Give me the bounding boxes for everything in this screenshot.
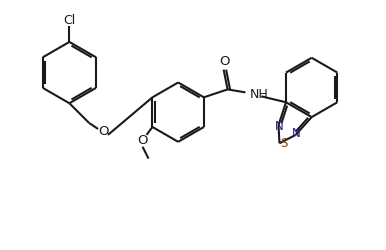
- Text: Cl: Cl: [63, 14, 76, 27]
- Text: O: O: [98, 126, 108, 138]
- Text: N: N: [292, 128, 301, 140]
- Text: O: O: [137, 134, 148, 147]
- Text: S: S: [281, 137, 288, 150]
- Text: O: O: [219, 55, 230, 68]
- Text: N: N: [275, 120, 284, 132]
- Text: NH: NH: [249, 88, 268, 101]
